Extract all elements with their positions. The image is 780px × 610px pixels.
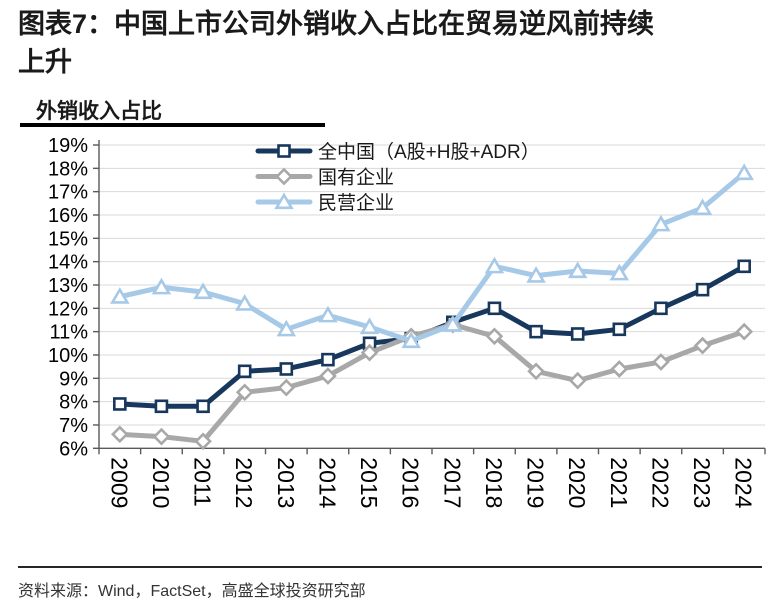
svg-text:9%: 9% — [59, 368, 88, 390]
figure-title-line1: 图表7：中国上市公司外销收入占比在贸易逆风前持续 — [18, 9, 655, 39]
svg-text:14%: 14% — [48, 252, 88, 274]
svg-text:2012: 2012 — [231, 457, 257, 508]
legend-item-private-enterprises: 民营企业 — [255, 192, 394, 214]
series-state-owned-enterprises — [110, 315, 754, 451]
svg-text:2022: 2022 — [647, 457, 673, 508]
x-axis-labels: 2009 2010 2011 2012 2013 2014 2015 2016 2017 2018… — [106, 457, 756, 508]
svg-text:2010: 2010 — [148, 457, 174, 508]
svg-text:13%: 13% — [48, 275, 88, 297]
series-all-china — [113, 259, 751, 414]
svg-text:2013: 2013 — [273, 457, 299, 508]
svg-text:全中国（A股+H股+ADR）: 全中国（A股+H股+ADR） — [318, 141, 540, 163]
svg-text:2020: 2020 — [564, 457, 590, 508]
svg-text:15%: 15% — [48, 228, 88, 250]
svg-text:国有企业: 国有企业 — [318, 167, 394, 189]
svg-text:18%: 18% — [48, 158, 88, 180]
svg-text:12%: 12% — [48, 298, 88, 320]
svg-text:2014: 2014 — [314, 457, 340, 508]
svg-text:2018: 2018 — [481, 457, 507, 508]
svg-text:2019: 2019 — [523, 457, 549, 508]
svg-text:2016: 2016 — [398, 457, 424, 508]
export-revenue-share-line-chart: 19%18%17%16%15%14%13%12%11%10%9%8%7%6% 20… — [48, 135, 766, 509]
legend-item-all-china: 全中国（A股+H股+ADR） — [255, 141, 540, 163]
y-axis-labels: 19%18%17%16%15%14%13%12%11%10%9%8%7%6% — [48, 135, 88, 460]
axes — [93, 140, 766, 455]
gridlines — [99, 144, 765, 426]
figure-title: 图表7：中国上市公司外销收入占比在贸易逆风前持续 上升 — [18, 5, 718, 82]
svg-text:19%: 19% — [48, 135, 88, 157]
series-private-enterprises — [110, 163, 754, 349]
svg-text:8%: 8% — [59, 392, 88, 414]
svg-text:11%: 11% — [49, 322, 88, 344]
svg-text:2015: 2015 — [356, 457, 382, 508]
svg-text:2009: 2009 — [106, 457, 132, 508]
svg-text:2024: 2024 — [731, 457, 757, 508]
svg-text:民营企业: 民营企业 — [318, 192, 394, 214]
svg-text:2023: 2023 — [689, 457, 715, 508]
figure-title-line2: 上升 — [18, 47, 72, 78]
legend-item-state-owned-enterprises: 国有企业 — [255, 167, 394, 189]
svg-text:2021: 2021 — [606, 457, 632, 508]
svg-text:2011: 2011 — [190, 457, 216, 506]
source-note: 资料来源：Wind，FactSet，高盛全球投资研究部 — [18, 583, 366, 600]
svg-text:6%: 6% — [59, 438, 88, 460]
svg-text:7%: 7% — [59, 415, 88, 437]
svg-text:16%: 16% — [48, 205, 88, 227]
chart-title-underline — [20, 123, 325, 127]
chart-title: 外销收入占比 — [36, 100, 162, 123]
svg-text:10%: 10% — [48, 345, 88, 367]
svg-text:17%: 17% — [48, 182, 88, 204]
svg-text:2017: 2017 — [439, 457, 465, 508]
source-divider — [18, 566, 762, 568]
